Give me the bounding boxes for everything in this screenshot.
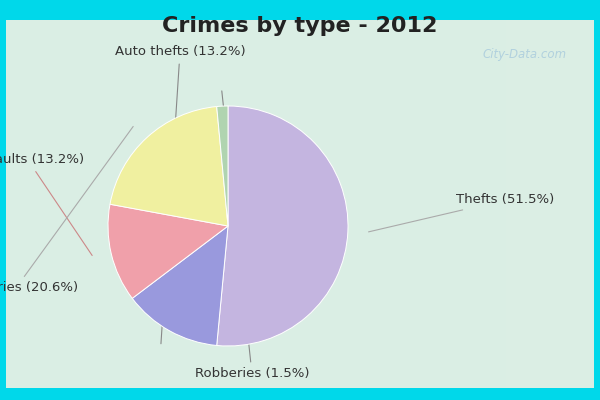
Bar <box>476 20 506 388</box>
Bar <box>124 20 153 388</box>
Bar <box>241 20 271 388</box>
Wedge shape <box>132 226 228 346</box>
Wedge shape <box>110 106 228 226</box>
Bar <box>447 20 476 388</box>
Text: Robberies (1.5%): Robberies (1.5%) <box>195 91 309 380</box>
Bar <box>271 20 300 388</box>
Bar <box>153 20 182 388</box>
Wedge shape <box>217 106 228 226</box>
Bar <box>388 20 418 388</box>
Bar <box>212 20 241 388</box>
Text: Auto thefts (13.2%): Auto thefts (13.2%) <box>115 46 245 344</box>
Bar <box>329 20 359 388</box>
Bar <box>182 20 212 388</box>
Bar <box>35 20 65 388</box>
Bar <box>65 20 94 388</box>
Wedge shape <box>217 106 348 346</box>
Wedge shape <box>108 204 228 298</box>
Bar <box>94 20 124 388</box>
Text: Thefts (51.5%): Thefts (51.5%) <box>368 194 554 232</box>
Bar <box>6 20 35 388</box>
Bar <box>300 20 329 388</box>
Bar <box>565 20 594 388</box>
Bar <box>418 20 447 388</box>
Text: Burglaries (20.6%): Burglaries (20.6%) <box>0 126 133 294</box>
Text: City-Data.com: City-Data.com <box>483 48 567 61</box>
Bar <box>506 20 535 388</box>
Bar <box>535 20 565 388</box>
Bar <box>359 20 388 388</box>
Text: Assaults (13.2%): Assaults (13.2%) <box>0 154 92 256</box>
Text: Crimes by type - 2012: Crimes by type - 2012 <box>163 16 437 36</box>
